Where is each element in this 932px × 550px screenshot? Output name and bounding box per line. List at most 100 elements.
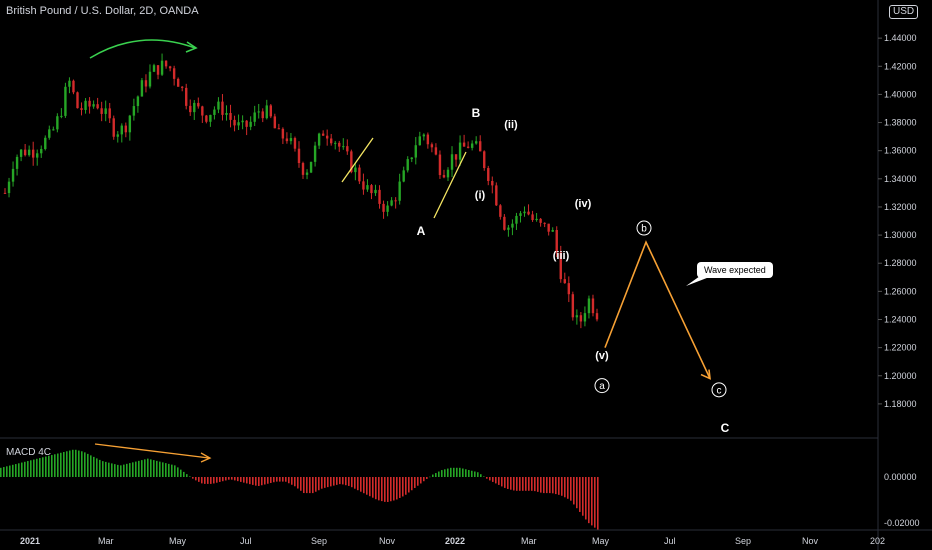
macd-bar bbox=[528, 477, 530, 491]
macd-indicator-label[interactable]: MACD 4C bbox=[6, 447, 52, 458]
macd-bar bbox=[102, 461, 104, 477]
candle-body bbox=[499, 205, 502, 217]
symbol-title[interactable]: British Pound / U.S. Dollar, 2D, OANDA bbox=[6, 5, 199, 17]
macd-bar bbox=[495, 477, 497, 484]
candle-body bbox=[164, 60, 168, 67]
macd-bar bbox=[339, 477, 341, 485]
candle-body bbox=[321, 133, 325, 136]
macd-bar bbox=[381, 477, 383, 502]
macd-bar bbox=[162, 462, 164, 477]
macd-bar bbox=[519, 477, 521, 491]
time-axis[interactable]: 2021 Mar May Jul Sep Nov 2022 Mar May Jul Sep Nov 20… bbox=[20, 536, 885, 546]
macd-bar bbox=[141, 460, 143, 477]
candle-body bbox=[84, 100, 87, 110]
macd-bar bbox=[96, 458, 98, 477]
macd-bar bbox=[414, 477, 416, 488]
macd-bar bbox=[228, 477, 230, 480]
macd-bar bbox=[120, 465, 122, 477]
macd-bar bbox=[525, 477, 527, 491]
macd-bar bbox=[18, 463, 20, 477]
macd-bar bbox=[225, 477, 227, 481]
candle-body bbox=[3, 192, 7, 194]
candle-body bbox=[422, 134, 426, 137]
candle-body bbox=[313, 145, 317, 162]
macd-bar bbox=[432, 474, 434, 477]
candle-body bbox=[438, 154, 442, 176]
price-tick-label: 1.24000 bbox=[884, 314, 917, 324]
macd-bar bbox=[192, 477, 194, 479]
price-axis[interactable]: 1.18000 1.20000 1.22000 1.24000 1.26000 1.280… bbox=[878, 33, 917, 409]
price-tick-label: 1.38000 bbox=[884, 118, 917, 128]
price-tick-label: 1.36000 bbox=[884, 146, 917, 156]
macd-bar bbox=[6, 466, 8, 477]
wave-label: (iv) bbox=[575, 198, 592, 210]
macd-bar bbox=[177, 467, 179, 477]
macd-bar bbox=[159, 461, 161, 477]
candle-body bbox=[386, 205, 389, 212]
candle-body bbox=[535, 218, 538, 221]
macd-bar bbox=[549, 477, 551, 494]
candle-body bbox=[591, 298, 595, 314]
macd-bar bbox=[57, 453, 59, 477]
candle-body bbox=[96, 104, 99, 109]
wave-label: A bbox=[417, 224, 426, 238]
macd-bar bbox=[93, 456, 95, 477]
candle-body bbox=[587, 298, 591, 314]
macd-bar bbox=[126, 463, 128, 477]
candle-body bbox=[193, 102, 196, 113]
wave-circle-label: c bbox=[717, 385, 722, 396]
time-tick-label: Jul bbox=[240, 536, 252, 546]
macd-bar bbox=[438, 471, 440, 477]
macd-bar bbox=[291, 477, 293, 485]
macd-bar bbox=[279, 477, 281, 482]
candle-body bbox=[390, 200, 393, 206]
candle-body bbox=[160, 60, 164, 75]
candle-body bbox=[176, 78, 180, 87]
macd-bar bbox=[258, 477, 260, 486]
macd-bar bbox=[195, 477, 197, 481]
candle-body bbox=[148, 71, 152, 87]
macd-bar bbox=[420, 477, 422, 484]
macd-bar bbox=[219, 477, 221, 482]
candle-body bbox=[15, 156, 19, 169]
macd-bar bbox=[282, 477, 284, 482]
macd-bar bbox=[504, 477, 506, 488]
macd-bar bbox=[222, 477, 224, 482]
wave-labels: B (ii) (i) (iv) A (iii) (v) Cb a c bbox=[417, 106, 730, 435]
macd-bar bbox=[474, 471, 476, 477]
macd-bar bbox=[363, 477, 365, 494]
macd-bar bbox=[60, 452, 62, 477]
candle-body bbox=[76, 92, 79, 109]
candle-body bbox=[233, 119, 236, 126]
candle-body bbox=[60, 115, 63, 117]
macd-bar bbox=[447, 468, 449, 477]
macd-bar bbox=[63, 452, 65, 477]
macd-bar bbox=[516, 477, 518, 491]
candle-body bbox=[495, 185, 498, 206]
candle-body bbox=[205, 115, 208, 122]
time-tick-label: 2022 bbox=[445, 536, 465, 546]
candle-body bbox=[265, 105, 268, 119]
macd-bar bbox=[156, 460, 158, 477]
candle-body bbox=[583, 313, 587, 322]
macd-bar bbox=[462, 468, 464, 477]
candle-body bbox=[180, 86, 184, 88]
macd-bar bbox=[378, 477, 380, 501]
candle-body bbox=[221, 101, 224, 115]
macd-bar bbox=[153, 460, 155, 477]
macd-bar bbox=[15, 464, 17, 477]
candle-body bbox=[120, 125, 123, 135]
macd-bar bbox=[174, 465, 176, 477]
currency-badge[interactable]: USD bbox=[889, 5, 919, 19]
candle-body bbox=[330, 138, 333, 144]
macd-bar bbox=[3, 467, 5, 477]
macd-bar bbox=[417, 477, 419, 486]
macd-bar bbox=[459, 467, 461, 477]
candle-body bbox=[567, 283, 571, 295]
candle-body bbox=[305, 172, 309, 175]
macd-bar bbox=[330, 477, 332, 487]
macd-bar bbox=[213, 477, 215, 484]
candle-body bbox=[19, 149, 23, 157]
macd-bar bbox=[483, 476, 485, 477]
candle-body bbox=[301, 163, 305, 175]
